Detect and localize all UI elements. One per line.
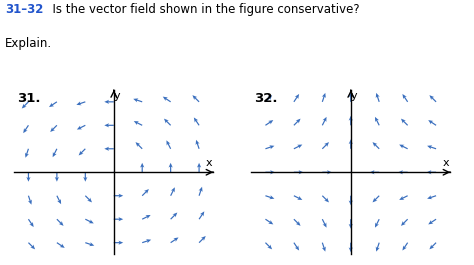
Text: 31.: 31. [17, 92, 41, 105]
Text: 32.: 32. [254, 92, 278, 105]
Text: 31–32: 31–32 [5, 3, 43, 16]
Text: x: x [205, 158, 212, 167]
Text: x: x [442, 158, 449, 167]
Text: y: y [351, 91, 357, 101]
Text: y: y [114, 91, 120, 101]
Text: Is the vector field shown in the figure conservative?: Is the vector field shown in the figure … [45, 3, 360, 16]
Text: Explain.: Explain. [5, 37, 52, 50]
